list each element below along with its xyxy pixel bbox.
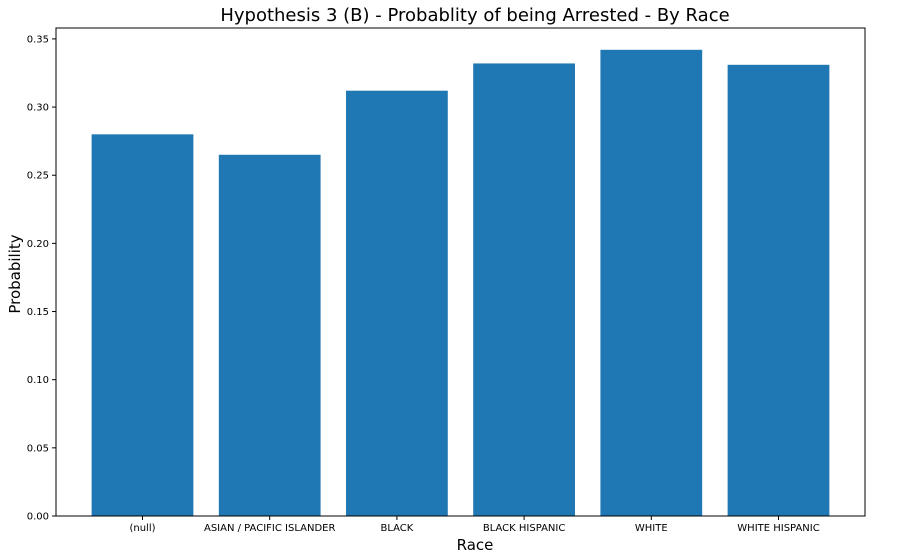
- y-tick-label: 0.30: [27, 103, 49, 114]
- y-tick-label: 0.20: [27, 239, 49, 250]
- y-axis-title: Probability: [6, 234, 24, 313]
- axes-frame: [55, 27, 866, 517]
- y-tick-label: 0.05: [27, 443, 49, 454]
- y-tick-label: 0.00: [27, 512, 49, 523]
- bar-1: [218, 154, 321, 517]
- x-tick-label: WHITE HISPANIC: [737, 523, 819, 534]
- x-tick-label: (null): [129, 523, 155, 534]
- y-tick-label: 0.35: [27, 34, 49, 45]
- bar-0: [91, 134, 194, 516]
- x-tick-label: BLACK: [380, 523, 413, 534]
- x-tick-label: WHITE: [635, 523, 668, 534]
- x-tick-label: ASIAN / PACIFIC ISLANDER: [204, 523, 335, 534]
- bar-2: [346, 90, 448, 516]
- y-tick-label: 0.15: [27, 307, 49, 318]
- bar-5: [727, 64, 830, 516]
- bar-4: [600, 49, 703, 516]
- bar-3: [473, 63, 575, 516]
- y-tick-label: 0.10: [27, 375, 49, 386]
- chart-title: Hypothesis 3 (B) - Probablity of being A…: [220, 5, 729, 26]
- x-axis-title: Race: [457, 536, 494, 554]
- plot-area: 0.00 0.05 0.10 0.15 0.20 0.25 0.30 0.35 (null) AS…: [27, 27, 866, 534]
- y-tick-label: 0.25: [27, 171, 49, 182]
- x-tick-label: BLACK HISPANIC: [483, 523, 566, 534]
